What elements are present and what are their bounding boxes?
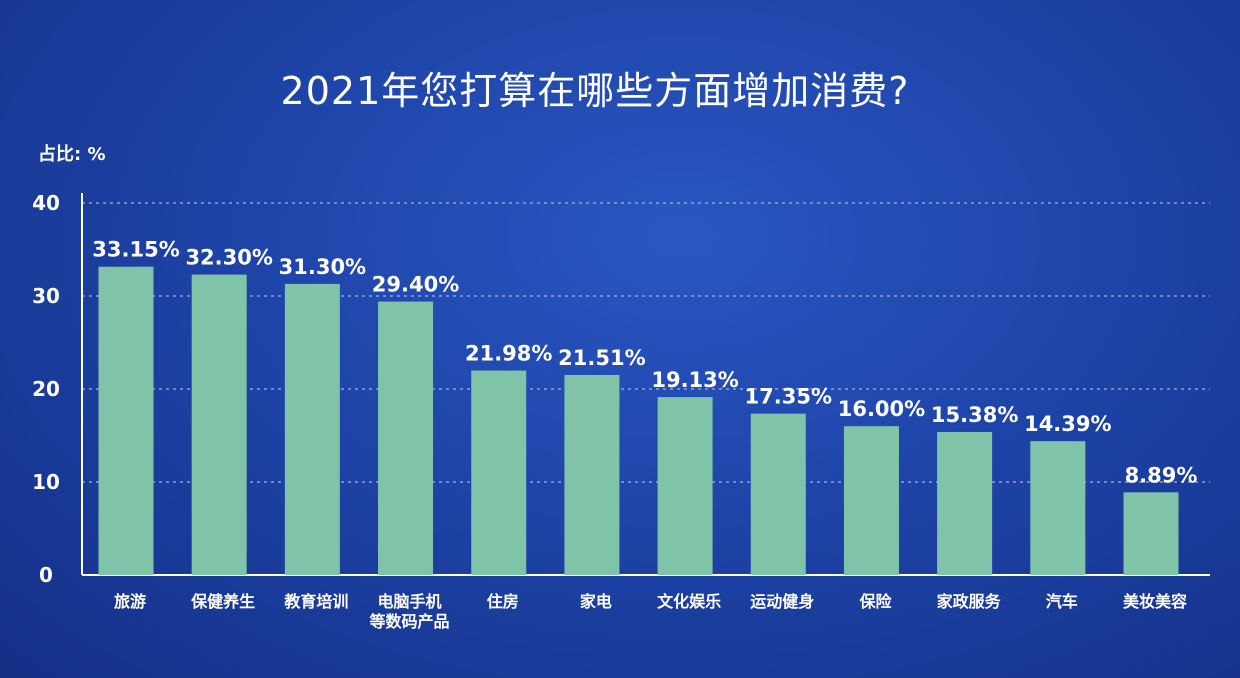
bar bbox=[191, 274, 247, 575]
bar bbox=[937, 431, 993, 575]
bar-value-label: 21.51% bbox=[558, 346, 645, 370]
bar-value-label: 15.38% bbox=[931, 403, 1018, 427]
x-tick-label: 文化娱乐 bbox=[657, 592, 721, 611]
x-tick-label: 保险 bbox=[858, 592, 892, 611]
bar-value-label: 33.15% bbox=[92, 238, 179, 262]
bar-value-label: 32.30% bbox=[185, 246, 272, 270]
x-tick-label: 运动健身 bbox=[750, 592, 814, 611]
value-labels: 33.15% 32.30% 31.30%29.40% 21.98% 21.51%19.1… bbox=[92, 238, 1197, 488]
bar-value-label: 8.89% bbox=[1125, 463, 1198, 487]
bar bbox=[471, 370, 527, 575]
bar bbox=[657, 397, 713, 575]
bar bbox=[378, 301, 434, 575]
y-axis-unit-label: 占比: % bbox=[38, 144, 106, 165]
y-tick-label: 20 bbox=[32, 377, 60, 401]
bar bbox=[1030, 441, 1086, 575]
x-tick-label: 保健养生 bbox=[190, 592, 255, 611]
y-tick-label: 10 bbox=[32, 470, 60, 494]
x-tick-label: 家政服务 bbox=[937, 592, 1002, 611]
x-tick-label: 电脑手机 bbox=[378, 592, 442, 611]
bar bbox=[98, 266, 154, 575]
y-tick-label: 30 bbox=[32, 284, 60, 308]
bar bbox=[750, 413, 806, 575]
y-axis-ticks: 0 10 20 30 40 bbox=[32, 191, 60, 587]
x-tick-label: 住房 bbox=[487, 592, 519, 611]
bar bbox=[1123, 492, 1179, 575]
bar-value-label: 21.98% bbox=[465, 342, 552, 366]
grid-lines bbox=[82, 202, 1210, 483]
x-tick-label: 家电 bbox=[580, 592, 612, 611]
x-tick-label: 等数码产品 bbox=[369, 612, 450, 631]
bar-value-label: 17.35% bbox=[745, 385, 832, 409]
bars bbox=[98, 266, 1179, 575]
bar-value-label: 31.30% bbox=[279, 255, 366, 279]
x-tick-label: 教育培训 bbox=[284, 592, 348, 611]
chart-title: 2021年您打算在哪些方面增加消费? bbox=[280, 69, 910, 113]
bar bbox=[284, 283, 340, 575]
bar-value-label: 16.00% bbox=[838, 397, 925, 421]
y-tick-label: 0 bbox=[39, 563, 53, 587]
bar-value-label: 14.39% bbox=[1024, 412, 1111, 436]
bar-value-label: 19.13% bbox=[651, 368, 738, 392]
y-tick-label: 40 bbox=[32, 191, 60, 215]
x-tick-label: 汽车 bbox=[1046, 592, 1078, 611]
x-tick-label: 美妆美容 bbox=[1123, 592, 1187, 611]
x-tick-label: 旅游 bbox=[114, 592, 146, 611]
bar bbox=[843, 426, 899, 575]
bar-value-label: 29.40% bbox=[372, 273, 459, 297]
bar bbox=[564, 374, 620, 575]
